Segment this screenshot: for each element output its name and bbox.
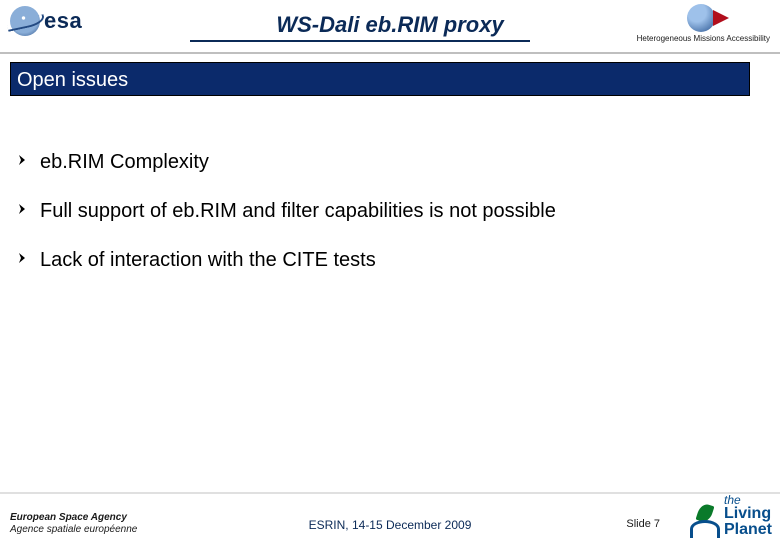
living-planet-text: the Living Planet (724, 494, 772, 538)
header: esa WS-Dali eb.RIM proxy Heterogeneous M… (0, 0, 780, 52)
chevron-icon (18, 154, 30, 166)
bullet-text: Lack of interaction with the CITE tests (40, 248, 376, 273)
lp-living: Living (724, 506, 772, 522)
esa-name-fr: Agence spatiale européenne (10, 524, 137, 536)
header-rule (0, 52, 780, 54)
bullet-list: eb.RIM Complexity Full support of eb.RIM… (18, 150, 750, 297)
esa-footer-text: European Space Agency Agence spatiale eu… (10, 512, 137, 536)
lp-planet: Planet (724, 522, 772, 538)
chevron-icon (18, 252, 30, 264)
hma-caption: Heterogeneous Missions Accessibility (637, 34, 770, 43)
living-planet-logo: the Living Planet (690, 494, 772, 538)
hma-logo: Heterogeneous Missions Accessibility (637, 4, 770, 43)
section-title-bar: Open issues (10, 62, 750, 96)
esa-name-en: European Space Agency (10, 512, 137, 524)
slide-title: WS-Dali eb.RIM proxy (276, 12, 503, 38)
title-underline (190, 40, 530, 42)
esa-globe-icon (10, 6, 40, 36)
footer-rule (0, 492, 780, 494)
chevron-icon (18, 203, 30, 215)
section-title: Open issues (17, 69, 128, 91)
footer-center: ESRIN, 14-15 December 2009 (309, 518, 472, 532)
bullet-text: eb.RIM Complexity (40, 150, 209, 175)
bullet-item: eb.RIM Complexity (18, 150, 750, 175)
bullet-item: Full support of eb.RIM and filter capabi… (18, 199, 750, 224)
footer: European Space Agency Agence spatiale eu… (0, 496, 780, 540)
living-planet-icon (690, 504, 720, 538)
esa-logo-text: esa (44, 8, 82, 34)
bullet-item: Lack of interaction with the CITE tests (18, 248, 750, 273)
slide-number: Slide 7 (626, 518, 660, 530)
esa-logo: esa (10, 6, 82, 36)
hma-globe-icon (681, 4, 725, 32)
slide: esa WS-Dali eb.RIM proxy Heterogeneous M… (0, 0, 780, 540)
bullet-text: Full support of eb.RIM and filter capabi… (40, 199, 556, 224)
